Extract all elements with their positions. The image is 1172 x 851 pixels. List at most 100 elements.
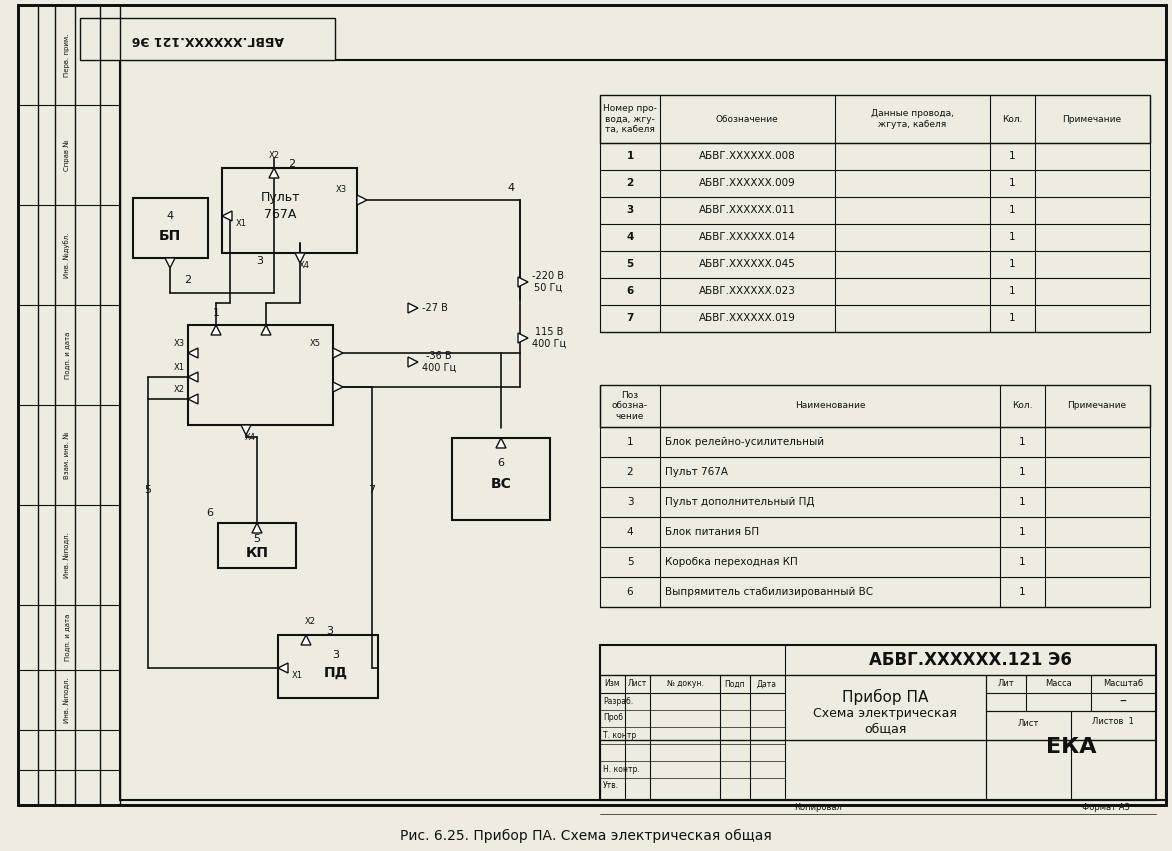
Bar	[600, 385, 1150, 427]
Text: 1: 1	[626, 151, 634, 161]
Text: АБВГ.XXXXXX.045: АБВГ.XXXXXX.045	[699, 259, 796, 269]
Polygon shape	[408, 357, 418, 367]
Text: 1: 1	[1018, 497, 1026, 507]
Polygon shape	[188, 372, 198, 382]
Text: 6: 6	[206, 508, 213, 518]
Text: 6: 6	[497, 458, 504, 468]
Text: Справ №: Справ №	[63, 140, 70, 171]
Bar	[188, 325, 333, 425]
Text: Блок питания БП: Блок питания БП	[665, 527, 759, 537]
Bar	[132, 198, 207, 258]
Text: БП: БП	[159, 229, 182, 243]
Text: Утв.: Утв.	[604, 781, 619, 791]
Polygon shape	[222, 211, 232, 221]
Text: X1: X1	[173, 363, 185, 373]
Polygon shape	[518, 277, 529, 287]
Text: Примечание: Примечание	[1068, 402, 1126, 410]
Text: 1: 1	[1009, 178, 1015, 188]
Text: Данные провода,
жгута, кабеля: Данные провода, жгута, кабеля	[871, 109, 954, 129]
Text: X3: X3	[335, 186, 347, 195]
Text: Блок релейно-усилительный: Блок релейно-усилительный	[665, 437, 824, 447]
Text: 5: 5	[626, 259, 634, 269]
Text: АБВГ.XXXXXX.014: АБВГ.XXXXXX.014	[699, 232, 796, 242]
Text: 1: 1	[627, 437, 633, 447]
Text: 2: 2	[626, 178, 634, 188]
Text: Разраб.: Разраб.	[604, 696, 633, 705]
Text: Инв. №дубл.: Инв. №дубл.	[63, 232, 70, 277]
Text: Масса: Масса	[1044, 679, 1071, 688]
Polygon shape	[270, 168, 279, 178]
Text: Обозначение: Обозначение	[716, 115, 778, 123]
Text: 1: 1	[1018, 557, 1026, 567]
Text: 1: 1	[1009, 151, 1015, 161]
Text: Кол.: Кол.	[1002, 115, 1022, 123]
Text: 1: 1	[1018, 437, 1026, 447]
Text: АБВГ.XXXXXX.009: АБВГ.XXXXXX.009	[699, 178, 796, 188]
Text: 3: 3	[626, 205, 634, 215]
Text: ЕКА: ЕКА	[1045, 737, 1096, 757]
Text: КП: КП	[245, 546, 268, 560]
Text: 7: 7	[368, 485, 375, 495]
Text: 4: 4	[627, 527, 633, 537]
Text: № докун.: № докун.	[667, 679, 703, 688]
Text: ВС: ВС	[491, 477, 511, 491]
Text: 6: 6	[626, 286, 634, 296]
Text: Пульт 767А: Пульт 767А	[665, 467, 728, 477]
Polygon shape	[295, 253, 305, 263]
Polygon shape	[261, 325, 271, 335]
Polygon shape	[211, 325, 222, 335]
Text: 1: 1	[1009, 205, 1015, 215]
Text: Лист: Лист	[1017, 718, 1038, 728]
Text: АБВГ.XXXXXX.023: АБВГ.XXXXXX.023	[699, 286, 796, 296]
Text: 5: 5	[253, 534, 260, 544]
Polygon shape	[408, 303, 418, 313]
Text: Лист: Лист	[627, 679, 647, 688]
Text: Наименование: Наименование	[795, 402, 865, 410]
Text: Лит: Лит	[997, 679, 1015, 688]
Text: X4: X4	[299, 261, 309, 271]
Polygon shape	[252, 523, 263, 533]
Text: Номер про-
вода, жгу-
та, кабеля: Номер про- вода, жгу- та, кабеля	[604, 104, 657, 134]
Text: Примечание: Примечание	[1063, 115, 1122, 123]
Text: 1: 1	[212, 308, 219, 318]
Text: Дата: Дата	[757, 679, 777, 688]
Polygon shape	[357, 195, 367, 205]
Text: 7: 7	[626, 313, 634, 323]
Text: 5: 5	[144, 485, 151, 495]
Text: 2: 2	[627, 467, 633, 477]
Text: Н. контр.: Н. контр.	[604, 764, 640, 774]
Text: Инв. №подл.: Инв. №подл.	[63, 677, 70, 723]
Text: 3: 3	[327, 626, 334, 636]
Polygon shape	[188, 394, 198, 404]
Text: 3: 3	[333, 650, 340, 660]
Text: Выпрямитель стабилизированный ВС: Выпрямитель стабилизированный ВС	[665, 587, 873, 597]
Text: Коробка переходная КП: Коробка переходная КП	[665, 557, 798, 567]
Text: Пульт дополнительный ПД: Пульт дополнительный ПД	[665, 497, 815, 507]
Polygon shape	[241, 425, 251, 435]
Text: Пульт: Пульт	[260, 191, 300, 204]
Text: Инв. №подл.: Инв. №подл.	[63, 532, 70, 578]
Text: АБВГ.XXXXXX.008: АБВГ.XXXXXX.008	[699, 151, 796, 161]
Polygon shape	[278, 663, 288, 673]
Text: Поз
обозна-
чение: Поз обозна- чение	[612, 391, 648, 421]
Text: X4: X4	[245, 433, 255, 443]
Bar	[120, 60, 1166, 800]
Text: АБВГ.XXXXXX.121 Э6: АБВГ.XXXXXX.121 Э6	[132, 32, 284, 45]
Text: Подп. и дата: Подп. и дата	[64, 614, 70, 660]
Text: X2: X2	[268, 151, 279, 159]
Text: 1: 1	[1018, 467, 1026, 477]
Polygon shape	[165, 258, 175, 268]
Text: Подп. и дата: Подп. и дата	[64, 331, 70, 379]
Polygon shape	[496, 438, 506, 448]
Text: Листов  1: Листов 1	[1092, 717, 1134, 726]
Text: 3: 3	[257, 256, 264, 266]
Text: АБВГ.XXXXXX.011: АБВГ.XXXXXX.011	[699, 205, 796, 215]
Text: 1: 1	[1009, 313, 1015, 323]
Text: -27 В: -27 В	[422, 303, 448, 313]
Polygon shape	[188, 348, 198, 358]
Text: 1: 1	[1018, 587, 1026, 597]
Text: 4: 4	[507, 183, 515, 193]
Text: Проб: Проб	[604, 713, 624, 722]
Bar	[278, 635, 379, 698]
Text: -220 В
50 Гц: -220 В 50 Гц	[532, 271, 564, 293]
